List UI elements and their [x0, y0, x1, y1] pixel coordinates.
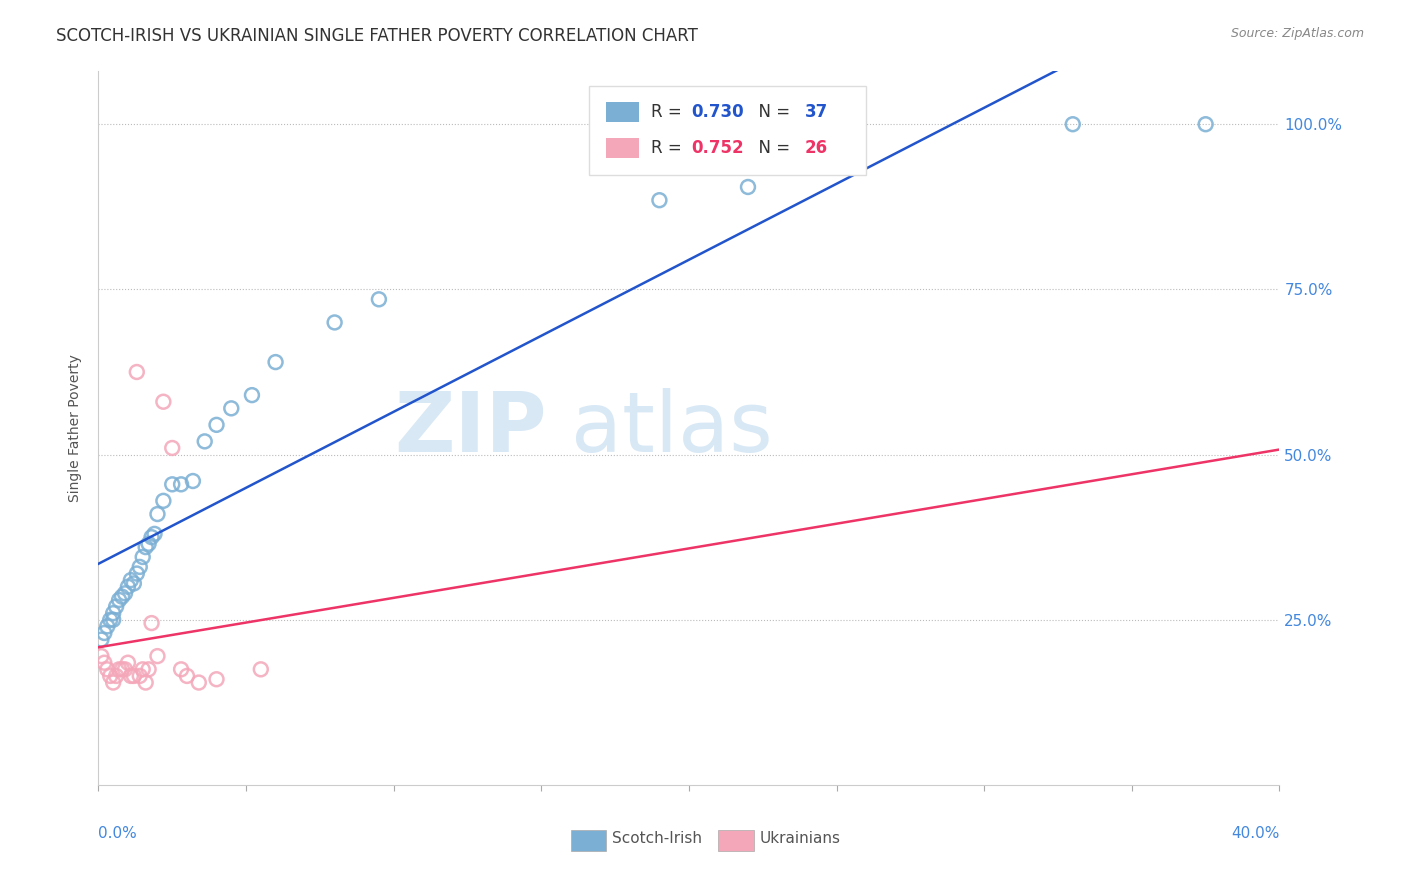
Point [221, 401, 243, 416]
Point [162, 441, 183, 455]
Point [240, 388, 263, 402]
Point [105, 599, 128, 614]
Point [93, 626, 115, 640]
Point [205, 672, 228, 686]
Text: 26: 26 [804, 139, 828, 157]
Point [194, 434, 217, 449]
Point [152, 394, 174, 409]
Point [737, 180, 759, 194]
Text: Scotch-Irish: Scotch-Irish [612, 831, 702, 846]
Point [368, 293, 391, 307]
Text: 0.0%: 0.0% [98, 827, 138, 841]
Point [125, 566, 148, 581]
Point [146, 507, 169, 521]
Point [143, 527, 166, 541]
Point [120, 669, 142, 683]
Point [205, 417, 228, 432]
Bar [606, 137, 640, 158]
Point [111, 590, 134, 604]
Point [181, 474, 204, 488]
Point [138, 662, 160, 676]
Point [114, 662, 136, 676]
Point [135, 540, 157, 554]
Text: Source: ZipAtlas.com: Source: ZipAtlas.com [1230, 27, 1364, 40]
Point [122, 576, 145, 591]
Bar [571, 830, 606, 851]
Point [132, 662, 155, 676]
Point [98, 669, 121, 683]
Point [138, 537, 160, 551]
Point [162, 477, 183, 491]
Y-axis label: Single Father Poverty: Single Father Poverty [69, 354, 83, 502]
Point [105, 669, 128, 683]
Point [264, 355, 287, 369]
Text: 0.730: 0.730 [692, 103, 744, 121]
Point [117, 580, 139, 594]
Text: 37: 37 [804, 103, 828, 121]
Point [170, 477, 193, 491]
Point [1195, 117, 1218, 131]
Point [120, 573, 142, 587]
Text: N =: N = [748, 139, 796, 157]
Point [90, 632, 112, 647]
Point [96, 619, 118, 633]
FancyBboxPatch shape [589, 86, 866, 175]
Text: R =: R = [651, 139, 688, 157]
Point [152, 493, 174, 508]
Bar [718, 830, 754, 851]
Bar [606, 102, 640, 122]
Point [323, 315, 346, 329]
Point [176, 669, 198, 683]
Point [103, 606, 125, 620]
Point [103, 613, 125, 627]
Point [132, 549, 155, 564]
Text: R =: R = [651, 103, 688, 121]
Text: ZIP: ZIP [395, 388, 547, 468]
Point [250, 662, 273, 676]
Point [128, 560, 150, 574]
Point [128, 669, 150, 683]
Point [103, 675, 125, 690]
Point [122, 669, 145, 683]
Point [141, 616, 163, 631]
Text: 0.752: 0.752 [692, 139, 744, 157]
Point [98, 613, 121, 627]
Point [117, 656, 139, 670]
Point [125, 365, 148, 379]
Point [111, 662, 134, 676]
Text: 40.0%: 40.0% [1232, 827, 1279, 841]
Point [108, 662, 131, 676]
Point [146, 649, 169, 664]
Point [170, 662, 193, 676]
Text: SCOTCH-IRISH VS UKRAINIAN SINGLE FATHER POVERTY CORRELATION CHART: SCOTCH-IRISH VS UKRAINIAN SINGLE FATHER … [56, 27, 699, 45]
Point [648, 193, 671, 207]
Point [108, 593, 131, 607]
Point [135, 675, 157, 690]
Point [825, 157, 848, 171]
Text: N =: N = [748, 103, 796, 121]
Point [90, 649, 112, 664]
Point [1062, 117, 1084, 131]
Point [93, 656, 115, 670]
Point [114, 586, 136, 600]
Point [96, 662, 118, 676]
Point [187, 675, 209, 690]
Text: atlas: atlas [571, 388, 772, 468]
Text: Ukrainians: Ukrainians [759, 831, 841, 846]
Point [141, 530, 163, 544]
